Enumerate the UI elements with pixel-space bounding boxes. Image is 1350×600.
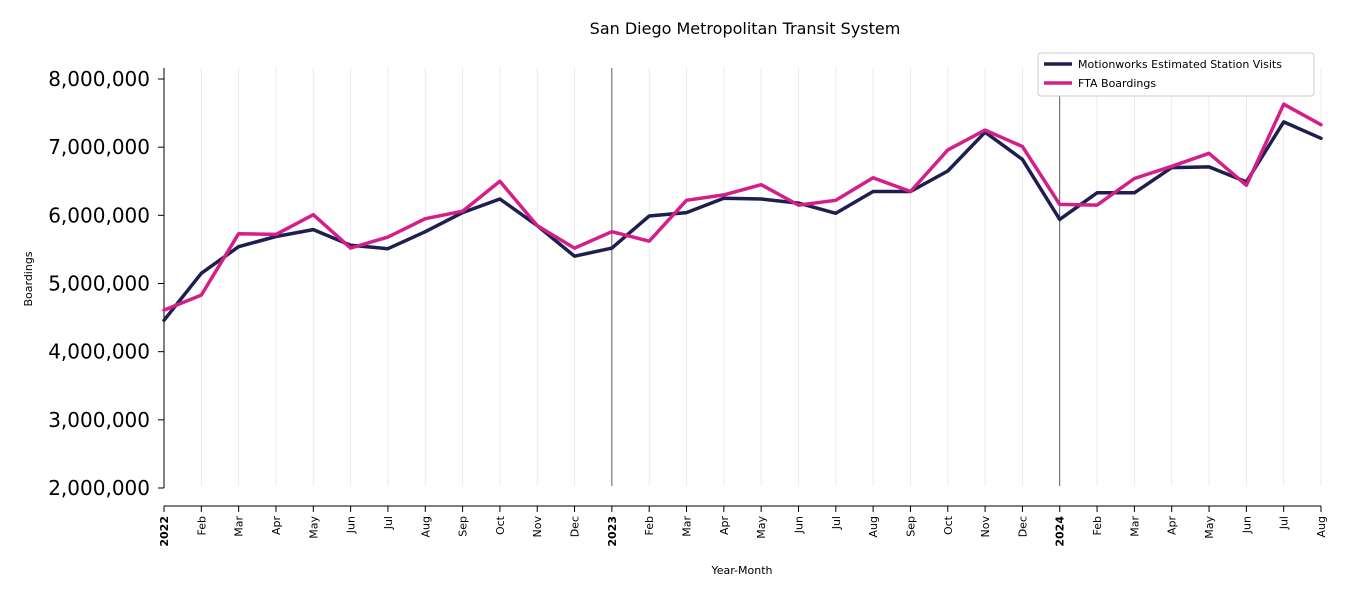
y-tick-label: 6,000,000 bbox=[48, 203, 150, 227]
x-axis-ticks: 2022 Feb Mar Apr May Jun Jul Aug Sep Oct Nov Dec 202… bbox=[158, 506, 1328, 547]
y-tick-label: 7,000,000 bbox=[48, 135, 150, 159]
x-tick-label: May bbox=[307, 516, 320, 539]
x-tick-label: Sep bbox=[457, 516, 470, 537]
chart-title: San Diego Metropolitan Transit System bbox=[590, 19, 901, 38]
x-tick-label: Jul bbox=[382, 516, 395, 530]
x-tick-label: Aug bbox=[1315, 516, 1328, 537]
x-tick-label: Aug bbox=[867, 516, 880, 537]
x-tick-label: Mar bbox=[1128, 516, 1141, 537]
y-axis-label: Boardings bbox=[22, 251, 35, 306]
y-tick-label: 2,000,000 bbox=[48, 476, 150, 500]
y-tick-label: 8,000,000 bbox=[48, 67, 150, 91]
legend-label: FTA Boardings bbox=[1078, 77, 1156, 90]
x-tick-label: Oct bbox=[942, 515, 955, 535]
y-axis-ticks: 2,000,000 3,000,000 4,000,000 5,000,000 6,00… bbox=[48, 67, 164, 500]
x-tick-label: Aug bbox=[419, 516, 432, 537]
x-tick-label: Apr bbox=[718, 516, 731, 536]
x-tick-label: Jun bbox=[1240, 516, 1253, 534]
x-tick-label: Feb bbox=[195, 516, 208, 535]
x-tick-label: Sep bbox=[904, 516, 917, 537]
x-tick-label: 2023 bbox=[606, 516, 619, 547]
x-tick-label: May bbox=[755, 516, 768, 539]
x-tick-label: Feb bbox=[1091, 516, 1104, 535]
x-tick-label: Jul bbox=[1278, 516, 1291, 530]
y-tick-label: 5,000,000 bbox=[48, 272, 150, 296]
series-line bbox=[162, 120, 1323, 323]
x-tick-label: Feb bbox=[643, 516, 656, 535]
x-tick-label: Mar bbox=[233, 516, 246, 537]
x-tick-label: Oct bbox=[494, 515, 507, 535]
x-tick-label: Nov bbox=[531, 516, 544, 538]
x-tick-label: Dec bbox=[1016, 516, 1029, 537]
x-tick-label: Jun bbox=[345, 516, 358, 534]
legend-label: Motionworks Estimated Station Visits bbox=[1078, 58, 1282, 71]
x-tick-label: Jun bbox=[792, 516, 805, 534]
x-tick-label: Mar bbox=[681, 516, 694, 537]
x-tick-label: 2022 bbox=[158, 516, 171, 547]
y-tick-label: 4,000,000 bbox=[48, 340, 150, 364]
year-divider-lines bbox=[611, 68, 1061, 486]
x-tick-label: Apr bbox=[270, 516, 283, 536]
x-tick-label: Apr bbox=[1166, 516, 1179, 536]
x-tick-label: Nov bbox=[979, 516, 992, 538]
legend: Motionworks Estimated Station Visits FTA … bbox=[1037, 52, 1315, 97]
y-tick-label: 3,000,000 bbox=[48, 408, 150, 432]
x-tick-label: 2024 bbox=[1054, 516, 1067, 547]
x-axis-label: Year-Month bbox=[710, 564, 772, 577]
series-lines bbox=[162, 102, 1323, 323]
x-tick-label: Jul bbox=[830, 516, 843, 530]
x-tick-label: Dec bbox=[569, 516, 582, 537]
series-line bbox=[162, 102, 1323, 312]
legend-box bbox=[1037, 52, 1315, 97]
x-tick-label: May bbox=[1203, 516, 1216, 539]
grid-lines bbox=[200, 68, 1322, 486]
